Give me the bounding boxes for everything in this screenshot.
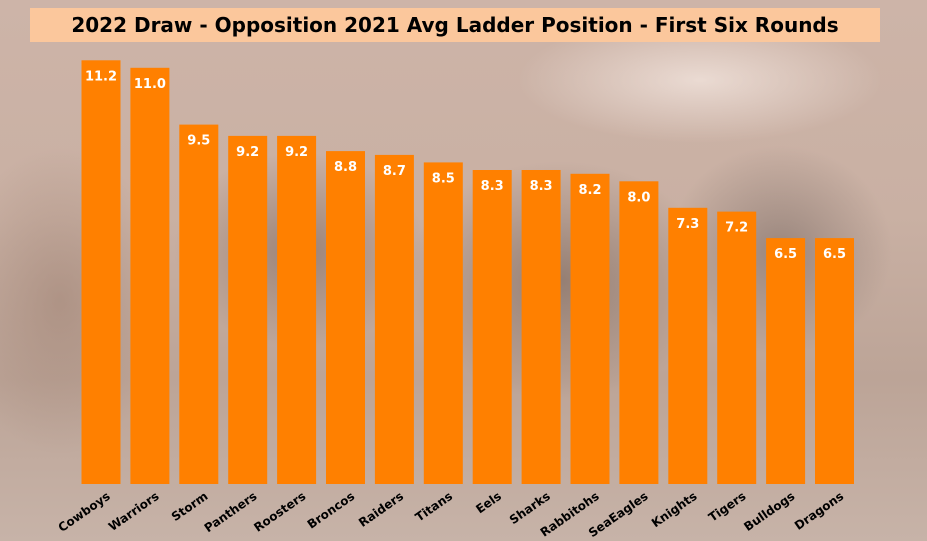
bar-storm	[179, 124, 219, 484]
data-label-cowboys: 11.2	[85, 69, 117, 84]
bar-broncos	[326, 151, 365, 484]
bar-roosters	[277, 135, 317, 484]
data-label-knights: 7.3	[676, 217, 699, 232]
x-tick-label-raiders: Raiders	[356, 489, 406, 530]
data-label-tigers: 7.2	[725, 221, 748, 236]
x-tick-label-broncos: Broncos	[305, 489, 358, 532]
chart-title-banner: 2022 Draw - Opposition 2021 Avg Ladder P…	[30, 8, 880, 42]
bar-tigers	[717, 211, 757, 484]
chart-title: 2022 Draw - Opposition 2021 Avg Ladder P…	[71, 13, 839, 37]
data-label-bulldogs: 6.5	[774, 247, 797, 262]
bar-warriors	[130, 67, 170, 485]
x-tick-label-titans: Titans	[413, 489, 455, 524]
data-label-sharks: 8.3	[530, 179, 553, 194]
data-label-storm: 9.5	[187, 134, 210, 149]
x-tick-label-knights: Knights	[649, 489, 700, 530]
bar-cowboys	[81, 60, 121, 485]
x-tick-label-warriors: Warriors	[106, 489, 162, 534]
x-tick-label-eels: Eels	[473, 489, 504, 516]
x-tick-label-tigers: Tigers	[706, 489, 749, 525]
data-label-broncos: 8.8	[334, 160, 357, 175]
bar-rabbitohs	[570, 173, 610, 485]
data-label-raiders: 8.7	[383, 164, 406, 179]
data-label-eels: 8.3	[481, 179, 504, 194]
data-label-seaeagles: 8.0	[627, 190, 650, 205]
bar-eels	[472, 170, 512, 484]
bar-bulldogs	[766, 238, 806, 484]
bar-raiders	[374, 154, 414, 484]
data-label-roosters: 9.2	[285, 145, 308, 160]
bar-titans	[423, 162, 463, 484]
data-label-rabbitohs: 8.2	[578, 183, 601, 198]
data-label-panthers: 9.2	[236, 145, 259, 160]
bar-dragons	[815, 238, 854, 484]
x-tick-label-panthers: Panthers	[202, 489, 260, 535]
data-label-titans: 8.5	[432, 171, 455, 186]
x-tick-label-dragons: Dragons	[792, 489, 846, 533]
x-tick-label-bulldogs: Bulldogs	[741, 489, 797, 534]
bar-knights	[668, 207, 708, 485]
x-tick-label-roosters: Roosters	[251, 489, 308, 535]
bar-seaeagles	[619, 181, 659, 485]
data-label-warriors: 11.0	[134, 77, 166, 92]
bar-sharks	[521, 170, 561, 484]
x-tick-label-storm: Storm	[169, 489, 211, 524]
data-label-dragons: 6.5	[823, 247, 846, 262]
x-tick-label-cowboys: Cowboys	[56, 489, 113, 535]
bar-panthers	[228, 135, 268, 484]
